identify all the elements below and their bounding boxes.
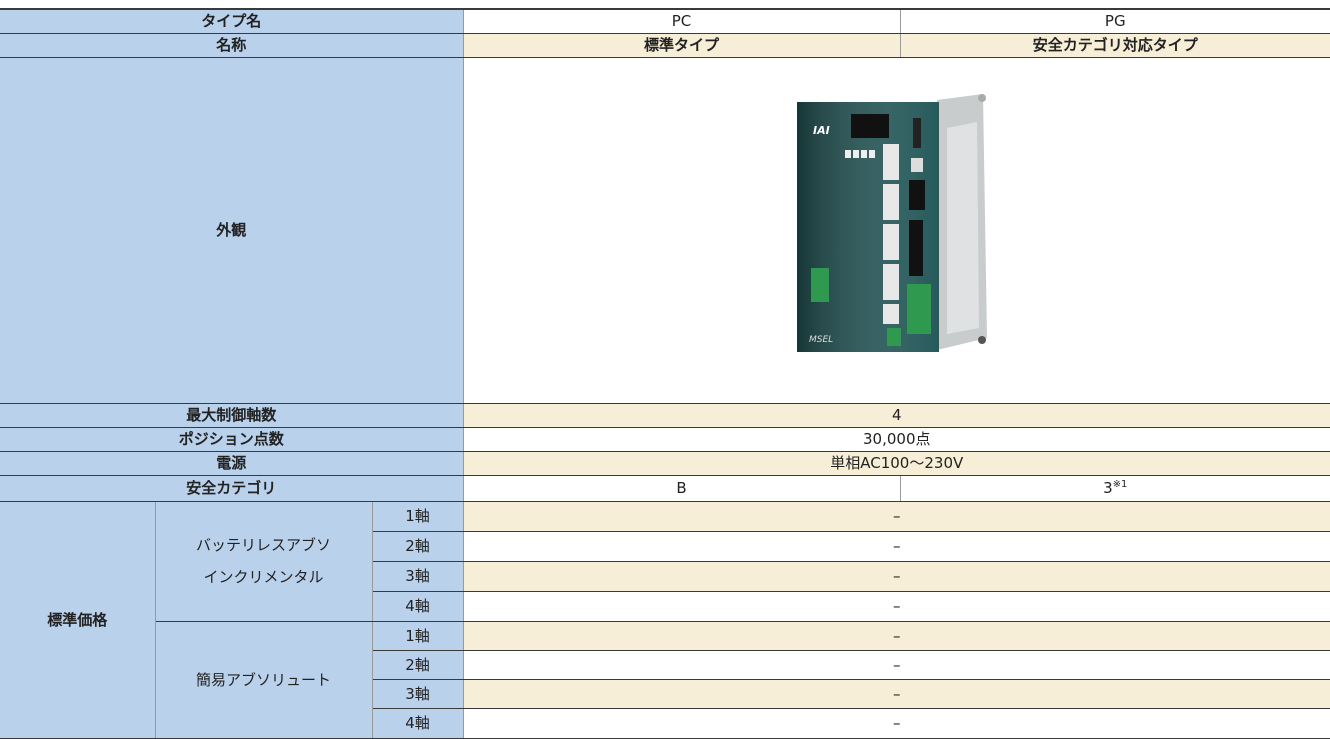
cell: 標準タイプ xyxy=(462,32,901,58)
image-cell: IAI MSEL xyxy=(462,56,1330,404)
cell: PG xyxy=(899,8,1330,34)
price-row: 2軸 – xyxy=(0,530,1330,562)
row-label: 電源 xyxy=(0,450,464,476)
price-cell: – xyxy=(462,530,1330,562)
price-cell: – xyxy=(462,500,1330,532)
row-label: タイプ名 xyxy=(0,8,464,34)
group-label: 簡易アブソリュート xyxy=(155,620,373,739)
axis-label: 3軸 xyxy=(372,678,464,709)
axis-label: 1軸 xyxy=(371,620,464,651)
price-cell: – xyxy=(462,560,1330,592)
row-label: 標準価格 xyxy=(0,500,156,739)
price-cell: – xyxy=(462,649,1330,680)
spec-table: タイプ名 PC PG 名称 標準タイプ 安全カテゴリ対応タイプ 外観 IAI xyxy=(0,8,1330,739)
cell: 単相AC100～230V xyxy=(462,450,1330,476)
cell: PC xyxy=(462,8,901,34)
svg-text:IAI: IAI xyxy=(813,124,830,137)
price-cell: – xyxy=(462,678,1330,709)
price-row: 簡易アブソリュート 1軸 – xyxy=(0,620,1330,739)
price-cell: – xyxy=(462,590,1330,622)
row-label: 最大制御軸数 xyxy=(0,402,464,428)
footnote-mark: ※1 xyxy=(1112,479,1128,490)
axis-label: 4軸 xyxy=(372,590,464,622)
price-row: 4軸 – xyxy=(0,707,1330,739)
price-row: 3軸 – xyxy=(0,678,1330,709)
price-row: 標準価格 バッテリレスアブソ インクリメンタル 1軸 – xyxy=(0,500,1330,739)
axis-label: 2軸 xyxy=(372,530,464,562)
price-cell: – xyxy=(462,620,1330,651)
group-label-line: インクリメンタル xyxy=(203,568,324,586)
price-row: 3軸 – xyxy=(0,560,1330,592)
group-label-line: バッテリレスアブソ xyxy=(195,536,331,554)
cell: 30,000点 xyxy=(462,426,1330,452)
group-label: バッテリレスアブソ インクリメンタル xyxy=(154,500,373,622)
row-label: 外観 xyxy=(0,56,464,404)
row-label: 名称 xyxy=(0,32,464,58)
svg-text:MSEL: MSEL xyxy=(809,335,833,345)
price-row: 4軸 – xyxy=(0,590,1330,622)
axis-label: 2軸 xyxy=(372,649,464,680)
row-label: ポジション点数 xyxy=(0,426,464,452)
axis-label: 3軸 xyxy=(372,560,464,592)
cell: 4 xyxy=(462,402,1330,428)
cell: 安全カテゴリ対応タイプ xyxy=(899,32,1330,58)
price-row: 2軸 – xyxy=(0,649,1330,680)
row-label: 安全カテゴリ xyxy=(0,474,464,502)
cell-value: 3 xyxy=(1103,479,1113,497)
axis-label: 4軸 xyxy=(372,707,464,739)
cell: 3※1 xyxy=(899,474,1330,502)
product-image: IAI MSEL xyxy=(796,94,987,352)
group-label-line: 簡易アブソリュート xyxy=(195,670,331,689)
axis-label: 1軸 xyxy=(371,500,464,532)
cell: B xyxy=(462,474,901,502)
price-cell: – xyxy=(462,707,1330,739)
